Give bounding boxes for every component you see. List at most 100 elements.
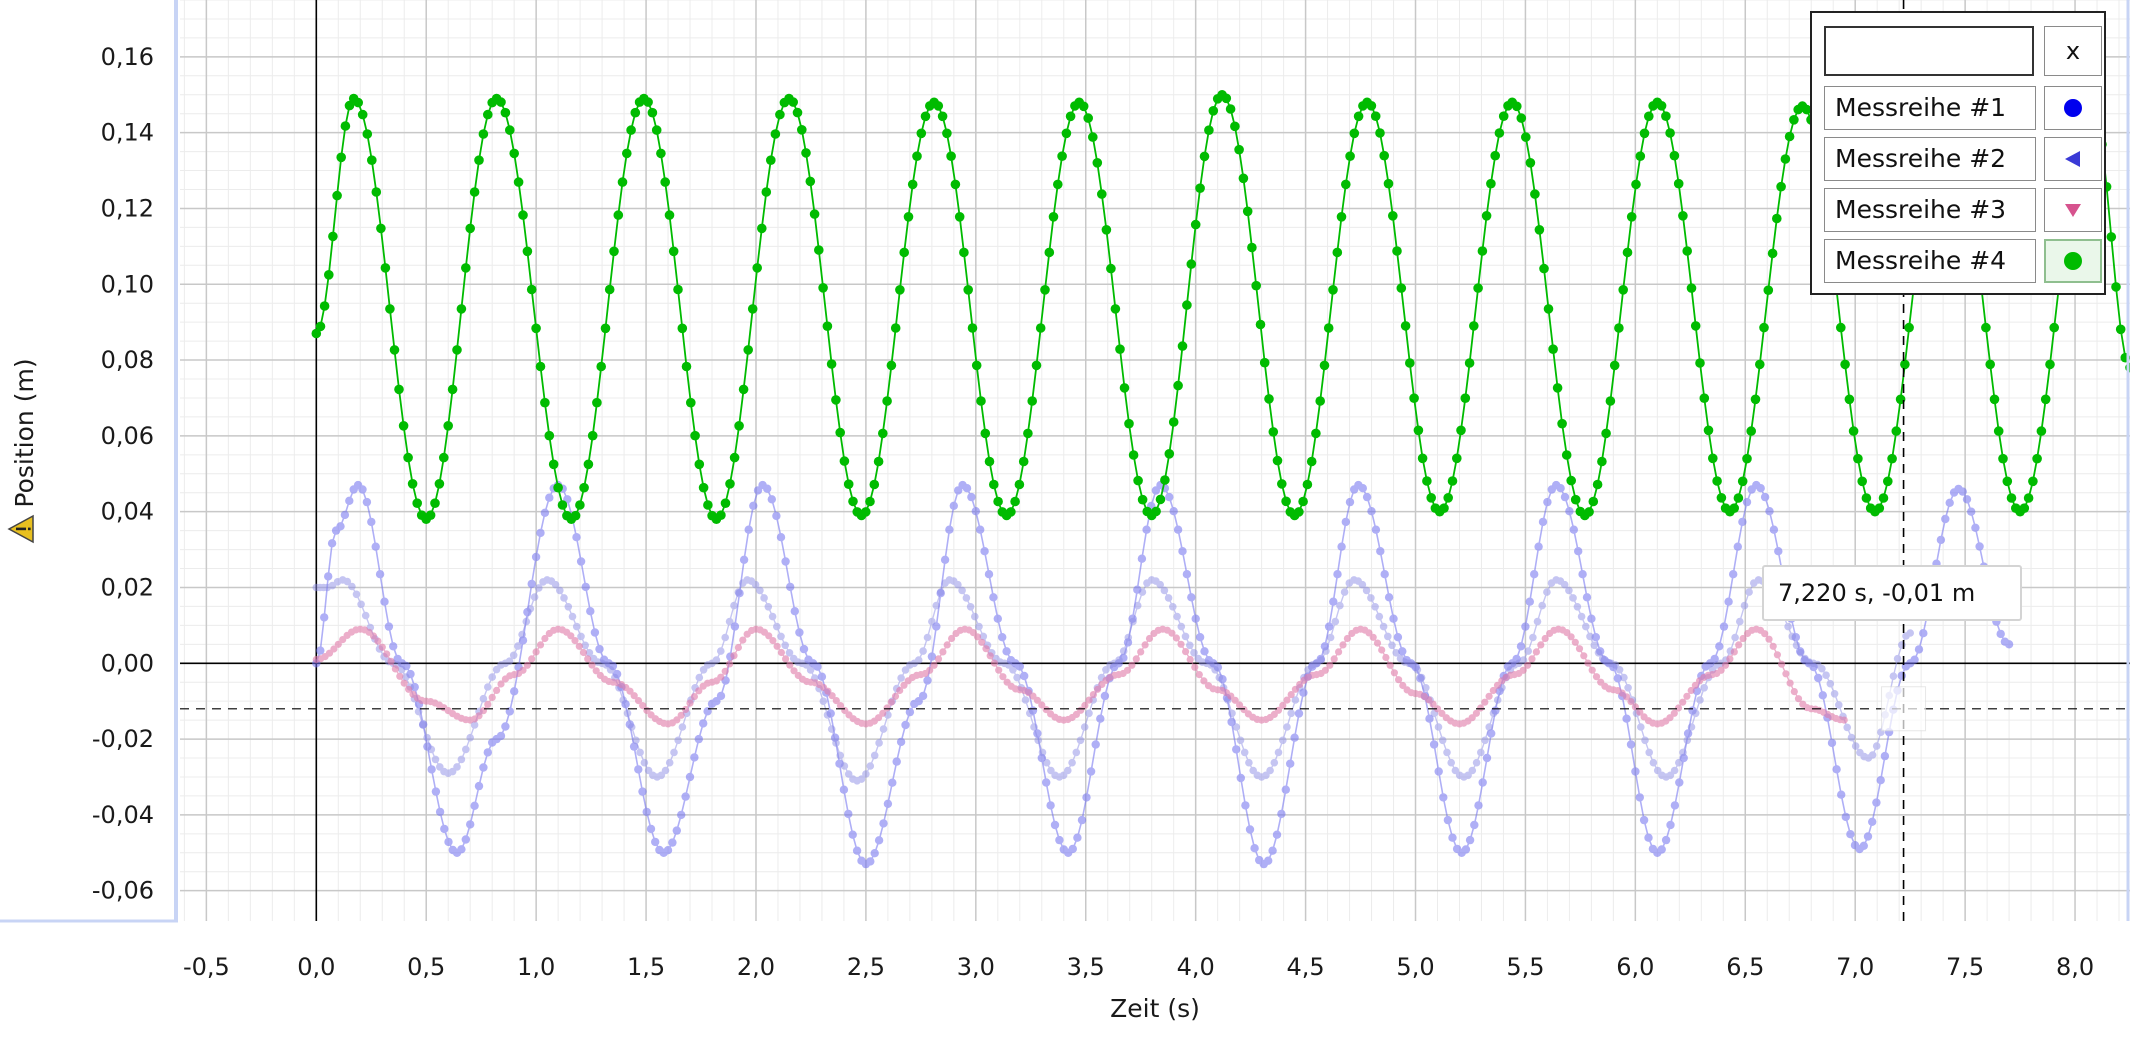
data-point (1236, 736, 1245, 745)
data-point (479, 763, 488, 772)
data-point (1151, 506, 1161, 517)
data-point (1971, 523, 1980, 532)
data-point (444, 837, 453, 847)
data-point (1376, 547, 1385, 556)
data-point (1874, 503, 1885, 513)
blue-circle-marker-icon[interactable] (2044, 86, 2102, 130)
blue-triangle-left-marker-icon[interactable] (2044, 137, 2102, 181)
x-tick-label: 2,0 (737, 953, 775, 981)
data-point (1168, 417, 1179, 427)
data-point (1291, 685, 1299, 693)
data-point (888, 778, 897, 787)
data-point (1574, 547, 1583, 556)
data-point (1021, 696, 1030, 704)
data-point (1096, 714, 1105, 723)
data-point (1002, 647, 1011, 656)
data-point (1044, 247, 1055, 258)
data-point (1323, 323, 1334, 333)
legend-item-label[interactable]: Messreihe #4 (1824, 239, 2036, 283)
data-point (1868, 751, 1877, 759)
data-point (2115, 324, 2126, 335)
data-point (1566, 475, 1576, 486)
pink-triangle-down-marker-icon[interactable] (2044, 188, 2102, 232)
data-point (1750, 394, 1761, 405)
data-point (1737, 476, 1748, 487)
legend-close-button[interactable]: x (2044, 26, 2102, 76)
data-point (1353, 111, 1364, 122)
data-point (509, 651, 518, 660)
data-point (1302, 479, 1313, 490)
data-point (1703, 425, 1714, 436)
data-point (1042, 778, 1051, 787)
data-point (1910, 655, 1919, 664)
data-point (1367, 594, 1375, 602)
data-point (1788, 632, 1797, 641)
data-point (1322, 647, 1330, 655)
data-point (501, 722, 510, 731)
data-point (1392, 649, 1400, 657)
data-point (1586, 632, 1594, 641)
data-point (730, 622, 740, 631)
y-tick-label: 0,08 (101, 346, 154, 374)
data-point (1064, 766, 1072, 775)
data-point (1765, 635, 1773, 643)
data-point (660, 177, 670, 187)
data-point (681, 361, 692, 372)
data-point (1073, 833, 1082, 842)
green-circle-marker-icon[interactable] (2044, 239, 2102, 283)
data-point (772, 511, 781, 521)
tick-labels: -0,5 0,0 0,5 1,0 1,5 2,0 2,5 3,0 3,5 4,0 4,5 5,0 5,5… (92, 43, 2094, 981)
data-point (431, 755, 440, 764)
data-point (1936, 535, 1946, 545)
data-point (647, 107, 658, 118)
data-point (1765, 507, 1774, 516)
x-tick-label: 0,5 (407, 953, 445, 981)
data-point (993, 496, 1003, 507)
data-point (720, 498, 731, 509)
data-point (903, 212, 914, 222)
data-point (934, 655, 943, 663)
data-point (1774, 547, 1783, 556)
data-point (1552, 383, 1563, 393)
data-point (1887, 453, 1897, 464)
data-point (1371, 525, 1381, 534)
legend-filter-input[interactable] (1824, 26, 2034, 76)
data-point (760, 594, 768, 602)
data-point (540, 508, 550, 517)
data-point (1474, 801, 1483, 810)
data-point (1719, 622, 1729, 631)
data-point (1375, 612, 1384, 621)
data-point (2028, 476, 2038, 487)
data-point (840, 762, 849, 770)
data-point (839, 456, 850, 466)
data-point (1294, 709, 1304, 718)
data-point (505, 657, 514, 665)
legend-item-label[interactable]: Messreihe #1 (1824, 86, 2036, 130)
data-point (324, 572, 333, 581)
data-point (556, 586, 564, 595)
data-point (1556, 484, 1565, 493)
data-point (1137, 494, 1148, 505)
data-point (642, 807, 651, 817)
y-tick-label: 0,06 (101, 422, 154, 450)
data-point (936, 588, 945, 596)
plot-area[interactable] (180, 0, 2130, 921)
data-point (1790, 688, 1798, 696)
legend-item-label[interactable]: Messreihe #3 (1824, 188, 2036, 232)
data-point (1101, 225, 1112, 235)
data-point (453, 763, 461, 771)
data-point (823, 711, 832, 719)
data-point (2004, 640, 2014, 649)
legend-item-label[interactable]: Messreihe #2 (1824, 137, 2036, 181)
data-point (1241, 801, 1250, 810)
data-point (320, 613, 329, 622)
data-point (848, 830, 857, 839)
y-tick-label: -0,06 (92, 877, 154, 905)
data-point (1190, 649, 1198, 657)
data-point (1413, 666, 1422, 674)
data-point (1746, 426, 1756, 436)
data-point (1319, 360, 1330, 371)
data-point (1717, 666, 1725, 674)
data-point (747, 304, 758, 314)
